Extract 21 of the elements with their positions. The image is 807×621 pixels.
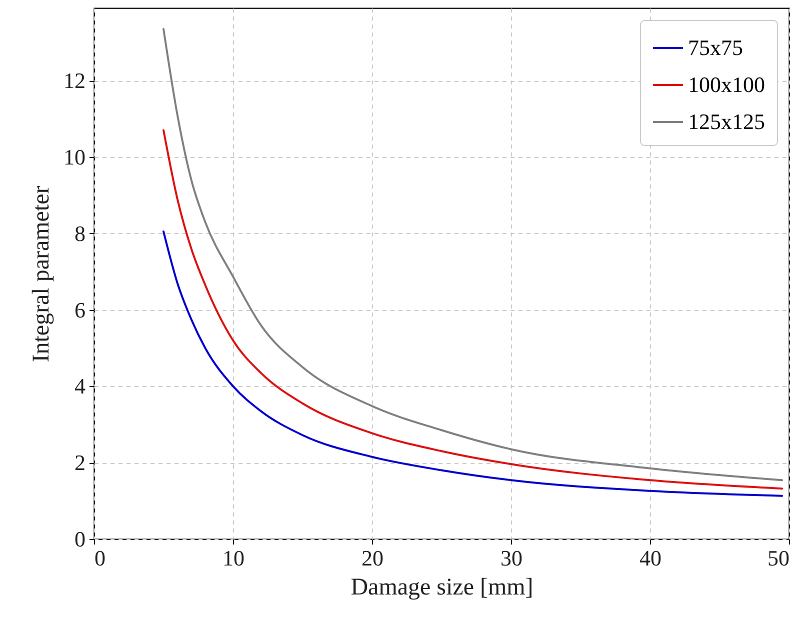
line-series [162,230,784,497]
x-axis-title: Damage size [mm] [350,574,534,600]
x-tick-label: 10 [222,546,244,570]
x-tick-label: 40 [640,546,662,570]
y-tick-label: 10 [64,144,86,170]
y-tick-label: 6 [74,297,86,322]
legend-label: 75x75 [688,35,743,60]
x-tick-label: 50 [768,546,790,570]
y-axis-title: Integral parameter [28,186,54,362]
line-series [162,28,784,482]
x-tick-label: 20 [362,546,384,570]
legend-label: 125x125 [688,109,765,134]
y-tick-label: 2 [74,450,86,476]
y-tick-label: 4 [74,374,86,399]
legend-label: 100x100 [688,72,765,97]
x-tick-label: 30 [500,546,522,570]
x-tick-label: 0 [94,546,106,570]
line-series [162,129,784,490]
y-tick-label: 8 [74,220,86,246]
y-tick-label: 0 [74,526,86,552]
y-tick-label: 12 [64,68,86,94]
